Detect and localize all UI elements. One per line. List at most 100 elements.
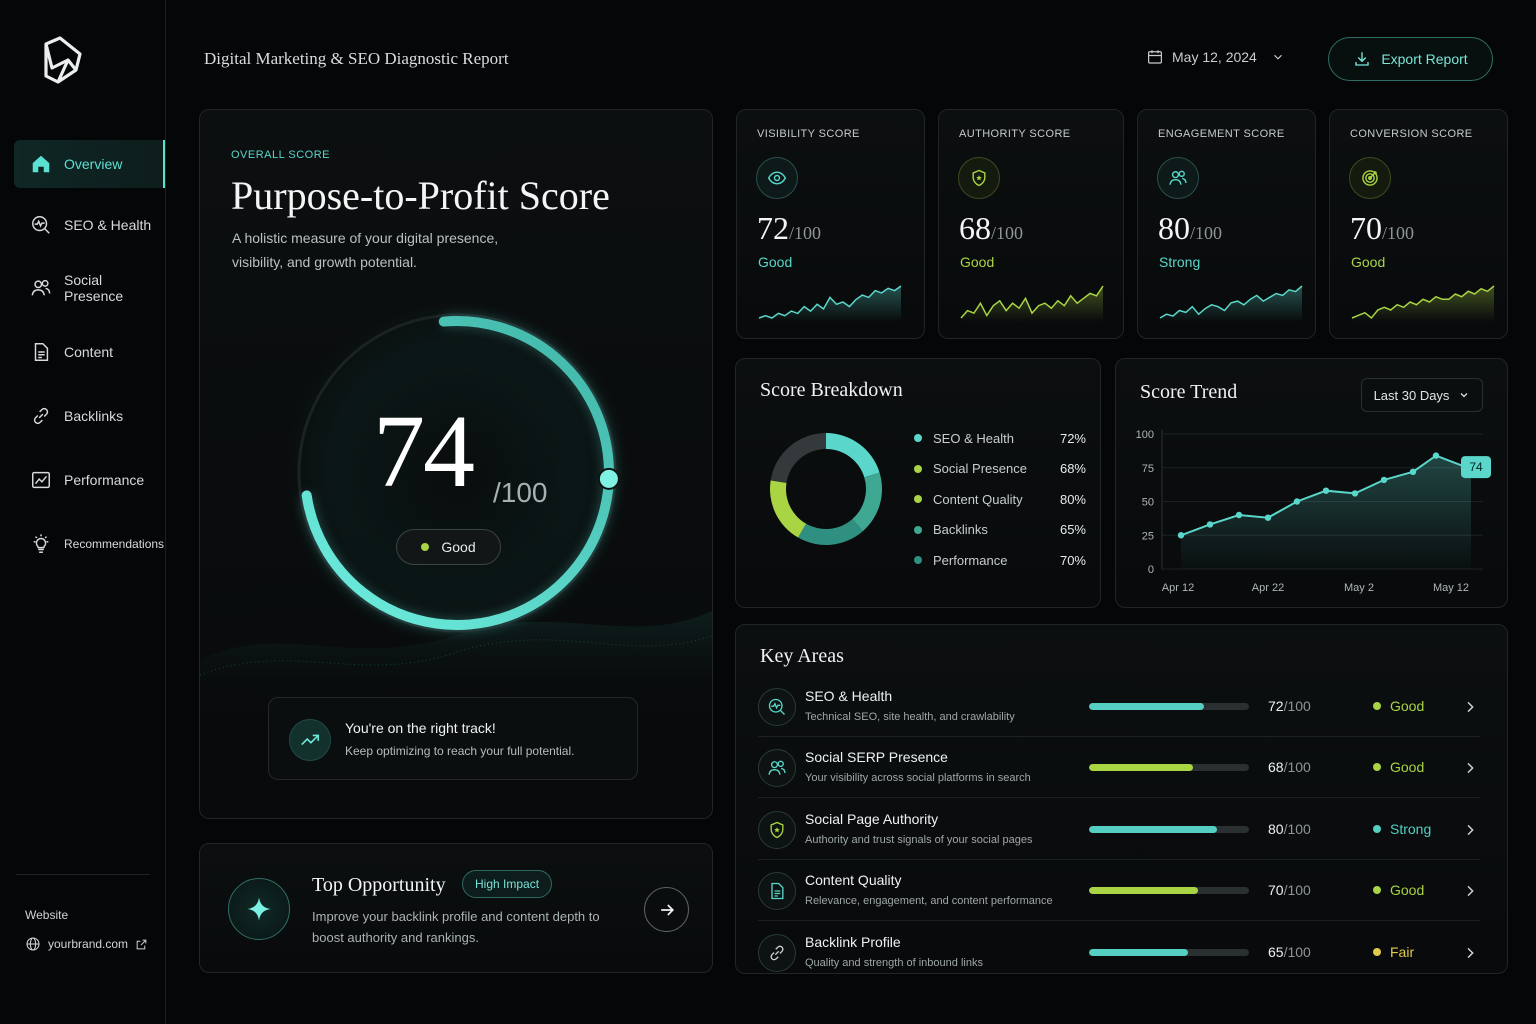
score-number: 72 xyxy=(1268,698,1284,714)
authority-score-card[interactable]: AUTHORITY SCORE 68/100 Good xyxy=(938,109,1124,339)
score-card-status: Good xyxy=(960,254,995,270)
opportunity-arrow-button[interactable] xyxy=(644,887,689,932)
conversion-sparkline xyxy=(1351,285,1495,322)
status-dot xyxy=(1373,886,1381,894)
sidebar-item-recommendations[interactable]: Recommendations xyxy=(14,520,165,568)
visibility-score-card[interactable]: VISIBILITY SCORE 72/100 Good xyxy=(736,109,925,339)
score-trend-card: Score Trend Last 30 Days 100 75 50 25 0 74 Apr… xyxy=(1115,358,1508,608)
status-dot xyxy=(421,543,430,551)
key-area-score: 70/100 xyxy=(1268,882,1311,898)
download-icon xyxy=(1355,52,1369,66)
key-area-progress-bar xyxy=(1089,703,1249,710)
legend-dot xyxy=(914,434,922,443)
conversion-score-card[interactable]: CONVERSION SCORE 70/100 Good xyxy=(1329,109,1508,339)
key-area-row[interactable]: SEO & Health Technical SEO, site health, … xyxy=(758,676,1480,737)
key-area-title: Social Page Authority xyxy=(805,811,939,827)
lightbulb-icon xyxy=(33,534,49,553)
sidebar-item-performance[interactable]: Performance xyxy=(14,456,165,504)
trend-point xyxy=(1235,511,1243,519)
progress-fill xyxy=(1089,764,1193,771)
trend-area xyxy=(1181,455,1471,569)
shield-star-icon xyxy=(958,157,1000,199)
score-max: /100 xyxy=(1283,944,1311,960)
score-number: 70 xyxy=(1350,210,1382,246)
sidebar-item-overview[interactable]: Overview xyxy=(14,140,165,188)
track-subtitle: Keep optimizing to reach your full poten… xyxy=(345,744,575,758)
sidebar-item-label: Social Presence xyxy=(64,272,124,304)
search-pulse-icon xyxy=(32,216,50,234)
globe-icon xyxy=(26,937,40,951)
range-select[interactable]: Last 30 Days xyxy=(1361,378,1483,412)
export-label: Export Report xyxy=(1381,51,1468,67)
key-area-subtitle: Relevance, engagement, and content perfo… xyxy=(805,895,1053,907)
key-area-row[interactable]: Social SERP Presence Your visibility acro… xyxy=(758,737,1480,798)
score-max: /100 xyxy=(991,223,1024,243)
sidebar-item-backlinks[interactable]: Backlinks xyxy=(14,392,165,440)
legend-dot xyxy=(914,525,922,534)
status-badge: Good xyxy=(396,529,501,565)
key-area-progress-bar xyxy=(1089,949,1249,956)
overall-score-max: /100 xyxy=(493,477,548,508)
legend-value: 72% xyxy=(1059,430,1086,446)
sidebar-item-social-presence[interactable]: Social Presence xyxy=(14,264,165,312)
chevron-right-icon[interactable] xyxy=(1462,883,1478,899)
key-area-row[interactable]: Social Page Authority Authority and trust… xyxy=(758,799,1480,860)
score-number: 70 xyxy=(1268,882,1284,898)
engagement-score-card[interactable]: ENGAGEMENT SCORE 80/100 Strong xyxy=(1137,109,1316,339)
status-dot xyxy=(1373,763,1381,771)
opportunity-description: Improve your backlink profile and conten… xyxy=(312,909,600,945)
export-report-button[interactable]: Export Report xyxy=(1328,37,1493,81)
donut-segment-performance xyxy=(798,519,863,546)
y-tick-label: 0 xyxy=(1148,564,1154,576)
trend-chart: 100 75 50 25 0 74 Apr 12 Apr 22 May 2 May 12 xyxy=(1136,429,1491,594)
score-card-label: VISIBILITY SCORE xyxy=(757,128,860,140)
progress-fill xyxy=(1089,887,1198,894)
sidebar-item-seo-health[interactable]: SEO & Health xyxy=(14,201,165,249)
sparkline-area xyxy=(961,286,1103,322)
sidebar-item-label: SEO & Health xyxy=(64,217,152,233)
key-area-subtitle: Authority and trust signals of your soci… xyxy=(805,834,1033,846)
trend-point xyxy=(1380,476,1388,484)
gauge-arc xyxy=(300,316,614,630)
sparkline-line xyxy=(1351,285,1495,320)
x-tick-label: May 12 xyxy=(1433,582,1469,594)
y-tick-label: 75 xyxy=(1142,463,1154,475)
overall-score-card: OVERALL SCORE Purpose-to-Profit Score A … xyxy=(199,109,713,819)
progress-fill xyxy=(1089,703,1205,710)
score-card-label: CONVERSION SCORE xyxy=(1350,128,1473,140)
top-opportunity-card: Top Opportunity High Impact Improve your… xyxy=(199,843,713,973)
key-areas-card: Key Areas SEO & Health Technical SEO, sit… xyxy=(735,624,1508,974)
brand-logo-icon[interactable] xyxy=(40,34,86,86)
key-area-row[interactable]: Content Quality Relevance, engagement, an… xyxy=(758,860,1480,921)
chevron-right-icon[interactable] xyxy=(1462,822,1478,838)
date-picker[interactable]: May 12, 2024 xyxy=(1146,48,1285,66)
legend-value: 65% xyxy=(1059,522,1086,538)
sidebar-item-content[interactable]: Content xyxy=(14,328,165,376)
users-icon xyxy=(31,279,51,296)
score-number: 65 xyxy=(1268,944,1284,960)
trend-title: Score Trend xyxy=(1140,381,1238,403)
overall-eyebrow: OVERALL SCORE xyxy=(231,149,331,161)
website-link[interactable]: yourbrand.com xyxy=(25,936,148,952)
key-area-title: Backlink Profile xyxy=(805,934,901,950)
chevron-right-icon[interactable] xyxy=(1462,945,1478,961)
legend-label: Social Presence xyxy=(933,461,1027,477)
trending-up-icon xyxy=(289,719,331,761)
key-area-status: Good xyxy=(1373,698,1424,714)
donut-segment-content xyxy=(770,433,826,483)
date-value: May 12, 2024 xyxy=(1172,49,1257,65)
status-label: Good xyxy=(441,539,476,555)
trend-point xyxy=(1322,487,1330,494)
score-max: /100 xyxy=(1382,223,1415,243)
link-icon xyxy=(758,934,796,972)
key-area-row[interactable]: Backlink Profile Quality and strength of … xyxy=(758,922,1480,983)
key-area-score: 80/100 xyxy=(1268,821,1311,837)
external-link-icon xyxy=(136,939,147,949)
sparkline-area xyxy=(1352,286,1494,322)
chevron-right-icon[interactable] xyxy=(1462,760,1478,776)
calendar-icon xyxy=(1148,50,1162,64)
trend-point xyxy=(1351,490,1359,497)
chevron-right-icon[interactable] xyxy=(1462,699,1478,715)
status-label: Strong xyxy=(1390,821,1432,837)
breakdown-legend: SEO & Health 72% Social Presence 68% Conte… xyxy=(914,423,1086,576)
